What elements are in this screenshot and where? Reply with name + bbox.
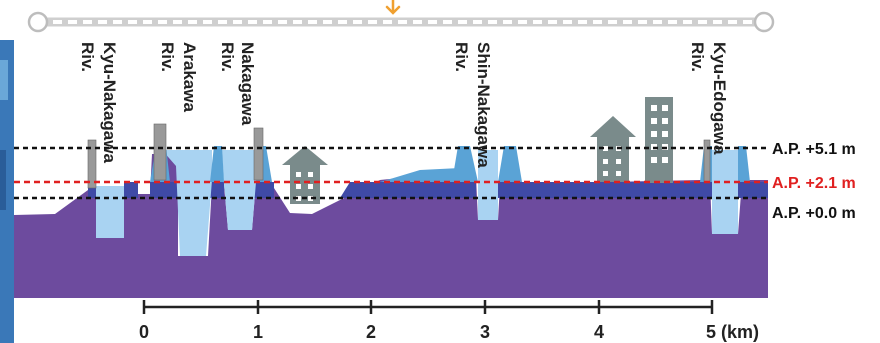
flood-wall-kyu-edogawa — [703, 139, 711, 183]
house-icon-2 — [590, 116, 636, 182]
river-label-kyu-edogawa: Kyu-Edogawa — [710, 42, 729, 155]
river-label-kyu-nakagawa: Kyu-Nakagawa — [100, 42, 119, 163]
distance-axis: 0 1 2 3 4 5 (km) — [139, 300, 759, 342]
river-water-nakagawa — [222, 150, 258, 230]
river-label-shin-nakagawa: Shin-Nakagawa — [474, 42, 493, 168]
map-strip — [0, 40, 14, 343]
building-icon — [645, 97, 673, 183]
flood-wall-nakagawa — [253, 127, 264, 181]
river-water-kyu-edogawa — [712, 150, 738, 234]
river-label-arakawa: Arakawa — [180, 42, 199, 112]
river-label-kyu-nakagawa-suffix: Riv. — [78, 42, 97, 72]
axis-tick-label-0: 0 — [139, 322, 149, 342]
levee-kyu-edogawa-right — [738, 146, 750, 182]
map-strip-highlight — [0, 60, 8, 100]
river-label-arakawa-suffix: Riv. — [158, 42, 177, 72]
map-strip-shade — [0, 150, 6, 210]
slider-start-handle[interactable] — [27, 11, 49, 33]
axis-tick-label-1: 1 — [253, 322, 263, 342]
level-label-5-1: A.P. +5.1 m — [772, 141, 856, 158]
river-water-shin-nakagawa — [478, 150, 498, 220]
low-zone-band — [88, 182, 768, 198]
river-label-kyu-edogawa-suffix: Riv. — [688, 42, 707, 72]
axis-tick-label-2: 2 — [366, 322, 376, 342]
house-icon — [282, 146, 328, 204]
flood-wall-kyu-nakagawa — [87, 139, 97, 189]
axis-tick-label-3: 3 — [480, 322, 490, 342]
level-label-2-1: A.P. +2.1 m — [772, 175, 856, 192]
river-label-shin-nakagawa-suffix: Riv. — [452, 42, 471, 72]
levee-shin-nakagawa-left — [452, 146, 478, 182]
axis-tick-label-5: 5 (km) — [706, 322, 759, 342]
down-arrow-icon[interactable] — [385, 0, 401, 15]
river-label-nakagawa: Nakagawa — [238, 42, 257, 126]
flood-wall-arakawa — [153, 123, 167, 181]
river-label-nakagawa-suffix: Riv. — [218, 42, 237, 72]
levee-arakawa-right — [210, 146, 224, 182]
river-water-kyu-nakagawa — [96, 186, 124, 238]
slider-end-handle[interactable] — [753, 11, 775, 33]
river-water-arakawa — [162, 150, 212, 256]
levee-shin-nakagawa-right — [498, 146, 522, 182]
embankment-road — [380, 168, 462, 182]
distance-slider[interactable] — [27, 0, 775, 33]
axis-tick-label-4: 4 — [594, 322, 604, 342]
level-label-0-0: A.P. +0.0 m — [772, 205, 856, 222]
